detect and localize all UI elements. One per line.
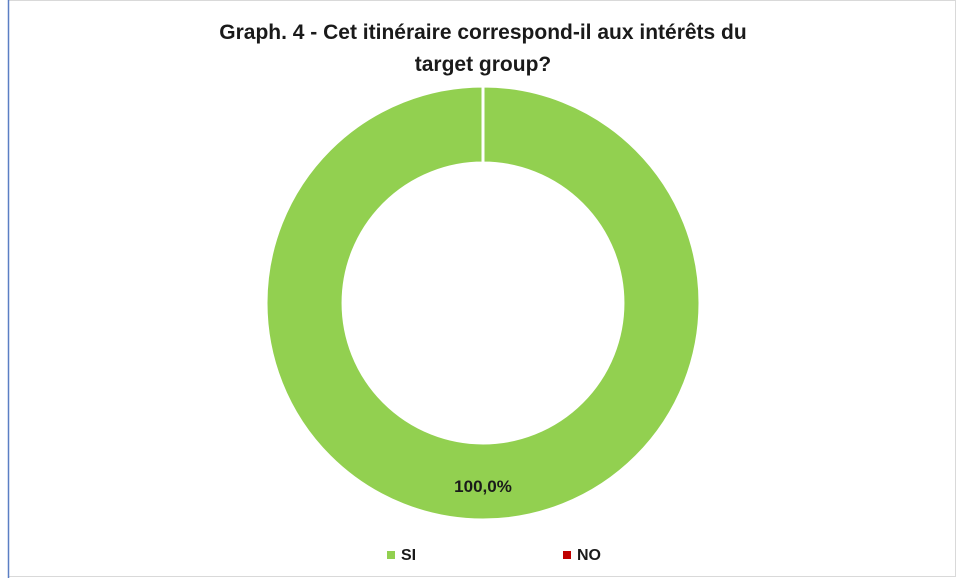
legend-label: SI (401, 547, 416, 564)
chart-title: Graph. 4 - Cet itinéraire correspond-il … (219, 21, 746, 76)
legend-label: NO (577, 547, 601, 564)
legend-swatch (563, 551, 571, 559)
legend-swatch (387, 551, 395, 559)
donut-segment (264, 84, 702, 522)
data-label: 100,0% (454, 477, 512, 496)
